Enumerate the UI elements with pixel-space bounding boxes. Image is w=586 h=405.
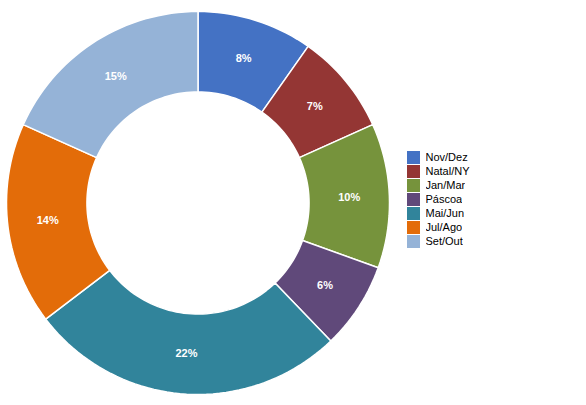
svg-text:10%: 10% [338,191,360,203]
svg-text:8%: 8% [236,52,252,64]
html-text:Natal/NY: Natal/NY [425,165,470,178]
html-text:Jan/Mar: Jan/Mar [425,179,466,192]
svg-text:7%: 7% [307,100,323,112]
svg-text:14%: 14% [37,214,59,226]
html-text:Nov/Dez: Nov/Dez [425,151,468,164]
html-text:Set/Out: Set/Out [425,235,463,248]
html-text:Páscoa: Páscoa [425,193,463,206]
html-text:Mai/Jun: Mai/Jun [425,207,464,220]
svg-text:22%: 22% [175,347,197,359]
html-text:Jul/Ago: Jul/Ago [425,221,463,234]
svg-text:6%: 6% [317,279,333,291]
svg-text:15%: 15% [105,70,127,82]
